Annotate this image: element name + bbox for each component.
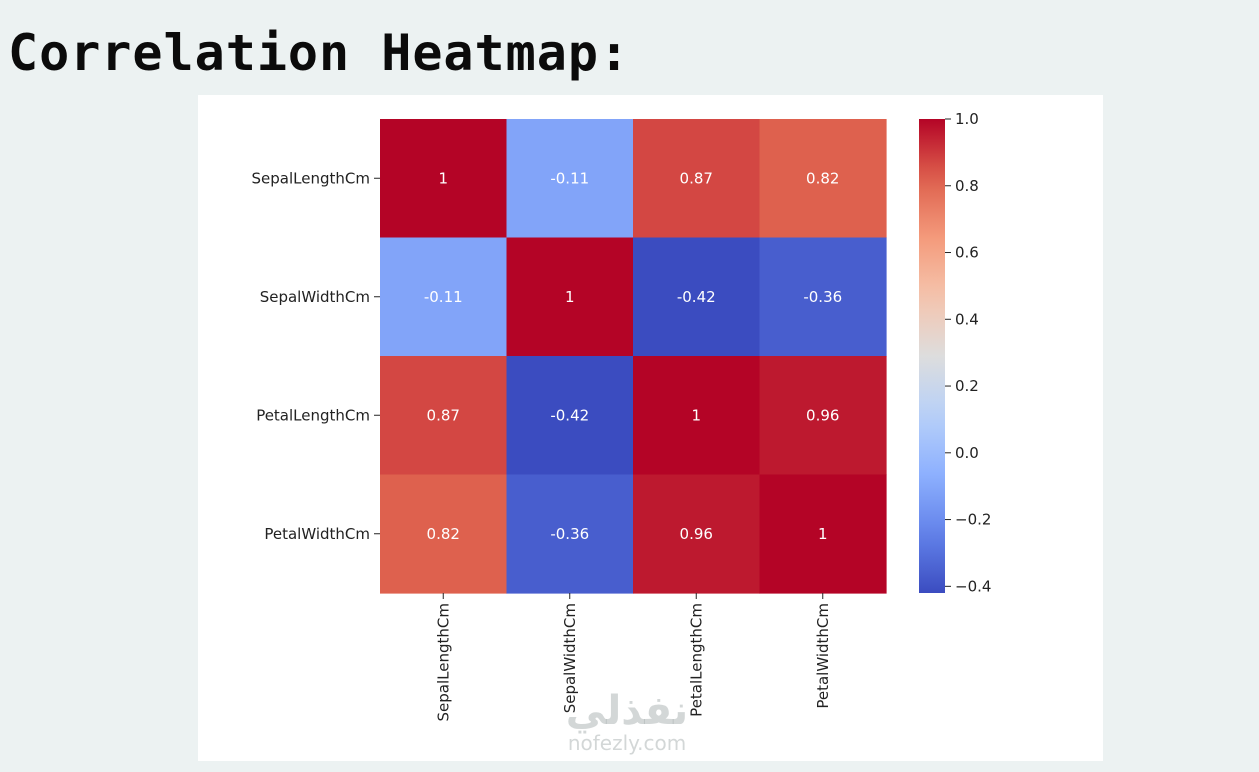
cell-annotation: -0.36 [803, 288, 842, 306]
heatmap-cell [380, 356, 508, 476]
heatmap-cell [633, 356, 761, 476]
heatmap-cell [380, 474, 508, 594]
colorbar-tick-label: 0.4 [955, 310, 979, 328]
x-tick-label: PetalWidthCm [814, 603, 832, 709]
heatmap-figure: 1 -0.11 0.87 0.82 -0.11 1 -0.42 -0.36 0.87 -0.42 1… [198, 95, 1103, 761]
heatmap-cell [633, 237, 761, 357]
heatmap-cell [506, 237, 634, 357]
heatmap-cell [380, 237, 508, 357]
cell-annotation: 0.96 [680, 525, 713, 543]
cell-annotation: -0.42 [550, 406, 589, 424]
heatmap-cell [633, 474, 761, 594]
cell-annotation: 0.82 [427, 525, 460, 543]
heatmap-cell [759, 237, 887, 357]
y-tick-label: SepalWidthCm [260, 288, 370, 306]
x-tick-label: SepalLengthCm [434, 603, 452, 721]
x-tick-label: SepalWidthCm [561, 603, 579, 713]
colorbar-tick-label: 0.0 [955, 444, 979, 462]
x-tick-label: PetalLengthCm [687, 603, 705, 717]
heatmap-chart: 1 -0.11 0.87 0.82 -0.11 1 -0.42 -0.36 0.87 -0.42 1… [252, 110, 992, 721]
heatmap-cell [759, 119, 887, 239]
heatmap-cell [633, 119, 761, 239]
colorbar-tick-label: 0.6 [955, 244, 979, 262]
colorbar-tick-label: −0.2 [955, 511, 991, 529]
cell-annotation: -0.36 [550, 525, 589, 543]
heatmap-cell [506, 356, 634, 476]
heatmap-cell [506, 119, 634, 239]
cell-annotation: -0.11 [550, 169, 589, 187]
cell-annotation: 1 [818, 525, 828, 543]
heatmap-cell [759, 474, 887, 594]
y-tick-label: PetalWidthCm [264, 525, 370, 543]
colorbar-tick-label: 1.0 [955, 110, 979, 128]
colorbar-tick-label: −0.4 [955, 577, 991, 595]
cell-annotation: 0.96 [806, 406, 839, 424]
heatmap-cell [759, 356, 887, 476]
colorbar-tick-label: 0.8 [955, 177, 979, 195]
cell-annotation: 0.87 [680, 169, 713, 187]
heatmap-cell [506, 474, 634, 594]
cell-annotation: 1 [691, 406, 701, 424]
heatmap-cell [380, 119, 508, 239]
cell-annotation: 1 [565, 288, 575, 306]
cell-annotation: 1 [438, 169, 448, 187]
y-tick-label: SepalLengthCm [252, 169, 370, 187]
cell-annotation: 0.82 [806, 169, 839, 187]
y-tick-label: PetalLengthCm [256, 406, 370, 424]
cell-annotation: 0.87 [427, 406, 460, 424]
page-title: Correlation Heatmap: [8, 24, 631, 82]
cell-annotation: -0.11 [424, 288, 463, 306]
colorbar [919, 119, 945, 593]
cell-annotation: -0.42 [677, 288, 716, 306]
colorbar-tick-label: 0.2 [955, 377, 979, 395]
